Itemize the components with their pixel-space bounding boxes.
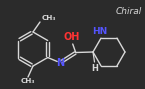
- Text: HN: HN: [92, 27, 108, 36]
- Text: H: H: [91, 64, 98, 73]
- Text: OH: OH: [64, 32, 80, 41]
- Text: N: N: [56, 57, 64, 67]
- Text: Chiral: Chiral: [116, 7, 142, 16]
- Text: CH₃: CH₃: [21, 78, 35, 84]
- Text: CH₃: CH₃: [41, 15, 56, 22]
